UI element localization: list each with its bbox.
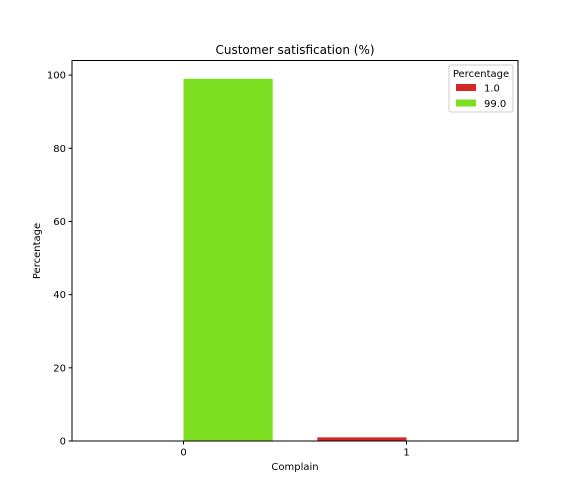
legend-swatch-0 xyxy=(456,84,476,91)
x-tick-label-1: 1 xyxy=(403,448,409,459)
y-axis-label: Percentage xyxy=(32,223,43,279)
y-axis: 0 20 40 60 80 100 xyxy=(47,71,72,448)
bar-series-0-cat-1 xyxy=(317,437,407,441)
chart-title: Customer satisfication (%) xyxy=(215,43,374,57)
y-tick-label-3: 60 xyxy=(53,217,66,228)
bar-series-1-cat-0 xyxy=(183,78,273,441)
legend-swatch-1 xyxy=(456,99,476,107)
legend-label-0: 1.0 xyxy=(484,84,500,95)
legend: Percentage 1.0 99.0 xyxy=(448,64,514,113)
legend-label-1: 99.0 xyxy=(484,99,506,110)
y-tick-label-4: 80 xyxy=(53,144,66,155)
y-tick-label-0: 0 xyxy=(60,437,66,448)
y-tick-label-2: 40 xyxy=(53,290,66,301)
legend-title: Percentage xyxy=(453,69,509,80)
y-tick-label-1: 20 xyxy=(53,363,66,374)
plot-frame xyxy=(71,60,519,442)
x-axis-label: Complain xyxy=(271,462,318,473)
y-tick-label-5: 100 xyxy=(47,71,66,82)
bars-group xyxy=(183,78,407,441)
x-tick-label-0: 0 xyxy=(180,448,186,459)
